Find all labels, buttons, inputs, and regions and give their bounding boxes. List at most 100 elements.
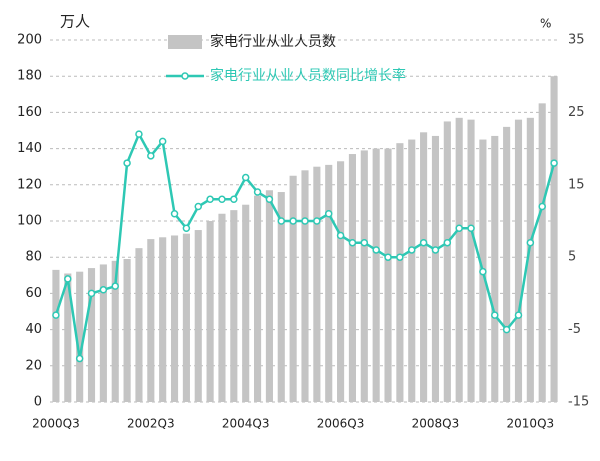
line-point xyxy=(182,224,191,232)
bar xyxy=(443,121,451,402)
bar xyxy=(348,154,356,402)
line-point xyxy=(194,202,203,211)
y-tick-label: 160 xyxy=(17,105,42,120)
bar xyxy=(301,170,309,402)
bar xyxy=(123,259,131,402)
legend-label: 家电行业从业人员数 xyxy=(210,33,336,50)
bar xyxy=(135,248,143,402)
line-point xyxy=(455,224,463,232)
line-point xyxy=(324,210,333,218)
y2-tick-label: 5 xyxy=(568,250,576,265)
line-point xyxy=(277,217,286,225)
bar xyxy=(182,233,190,402)
bar xyxy=(111,260,119,402)
line-point xyxy=(289,217,297,225)
y-tick-label: 200 xyxy=(17,33,42,48)
y-tick-label: 120 xyxy=(17,177,42,192)
bar xyxy=(230,210,238,402)
line-point xyxy=(75,354,84,363)
legend-swatch xyxy=(168,35,202,49)
bar xyxy=(254,195,262,402)
bar xyxy=(455,117,463,402)
bar xyxy=(289,175,297,402)
y2-tick-label: 35 xyxy=(568,33,585,48)
x-tick-label: 2002Q3 xyxy=(127,417,175,431)
line-point xyxy=(431,246,440,254)
bar xyxy=(159,237,167,402)
bar xyxy=(277,192,285,402)
y-tick-label: 60 xyxy=(25,286,42,301)
bar xyxy=(526,117,534,402)
line-point xyxy=(230,195,238,204)
bar xyxy=(64,273,72,402)
line-point xyxy=(241,173,250,182)
line-point xyxy=(301,217,309,225)
line-point xyxy=(550,159,558,167)
bar xyxy=(325,164,333,402)
line-point xyxy=(158,137,167,146)
y-unit: 万人 xyxy=(60,13,90,31)
x-tick-label: 2010Q3 xyxy=(507,417,555,431)
bar xyxy=(52,269,60,402)
y-tick-label: 80 xyxy=(25,250,42,265)
bar xyxy=(313,166,321,402)
bar xyxy=(550,76,558,402)
bar xyxy=(538,103,546,402)
y-tick-label: 100 xyxy=(17,214,42,229)
bar xyxy=(396,143,404,403)
y-tick-label: 180 xyxy=(17,69,42,84)
bar xyxy=(265,190,273,402)
line-point xyxy=(514,311,523,319)
x-tick-label: 2000Q3 xyxy=(32,417,80,431)
y-tick-label: 20 xyxy=(25,358,42,373)
y2-tick-label: -15 xyxy=(568,395,589,410)
line-point xyxy=(502,325,511,334)
line-point xyxy=(265,195,274,204)
line-point xyxy=(396,253,404,261)
bar xyxy=(242,204,250,402)
x-tick-label: 2006Q3 xyxy=(317,417,365,431)
bar xyxy=(420,132,428,402)
line-point xyxy=(443,238,452,247)
line-point xyxy=(336,231,345,240)
line-point xyxy=(538,202,546,211)
y2-tick-label: 15 xyxy=(568,177,585,192)
bar xyxy=(467,119,475,402)
line-point xyxy=(479,267,487,276)
x-tick-label: 2004Q3 xyxy=(222,417,270,431)
line-point xyxy=(111,282,119,290)
bar xyxy=(194,230,202,402)
line-point xyxy=(384,253,392,261)
bar xyxy=(384,148,392,402)
bar xyxy=(99,264,107,402)
y2-tick-label: 25 xyxy=(568,105,585,120)
bar xyxy=(170,235,179,402)
bar xyxy=(337,161,345,402)
bar xyxy=(218,213,226,402)
line-point xyxy=(218,195,226,204)
line-point xyxy=(123,159,131,167)
bar xyxy=(76,271,84,402)
bar xyxy=(514,119,523,402)
y2-tick-label: -5 xyxy=(568,322,581,337)
bar xyxy=(408,139,416,403)
line-point xyxy=(407,246,416,254)
x-tick-label: 2008Q3 xyxy=(412,417,460,431)
line-point xyxy=(147,152,155,160)
bar xyxy=(147,239,155,402)
line-point xyxy=(52,311,60,319)
y2-unit: % xyxy=(540,17,551,31)
y-tick-label: 0 xyxy=(34,395,42,410)
line-point xyxy=(372,246,380,254)
line-point xyxy=(99,286,108,294)
bar xyxy=(206,221,214,402)
bar xyxy=(360,150,368,402)
bar xyxy=(431,135,440,402)
line-point xyxy=(348,238,357,247)
y-tick-label: 140 xyxy=(17,141,42,156)
line-point xyxy=(253,188,262,196)
line-point xyxy=(526,238,535,247)
bar xyxy=(503,126,511,402)
